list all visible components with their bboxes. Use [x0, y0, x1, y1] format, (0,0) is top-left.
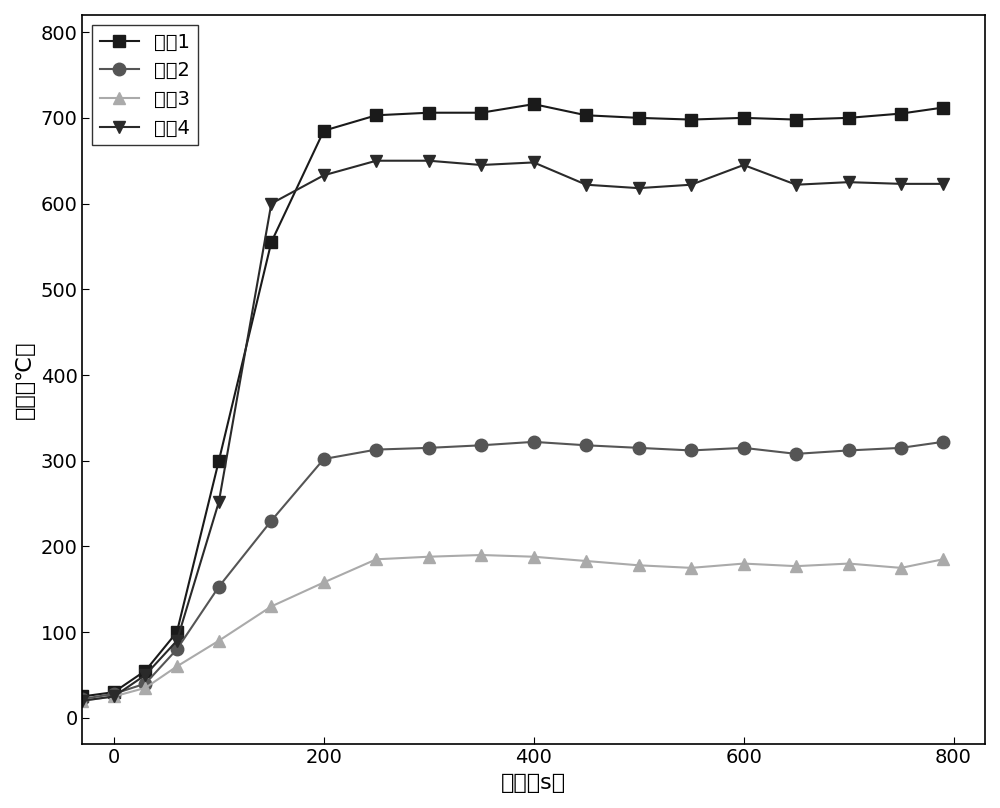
部位1	[265, 238, 277, 247]
部位1	[370, 111, 382, 120]
部位3	[423, 552, 435, 562]
部位4	[213, 497, 225, 507]
部位1	[633, 113, 645, 123]
部位3	[213, 636, 225, 646]
部位2	[895, 443, 907, 452]
部位2	[937, 437, 949, 447]
部位4	[475, 160, 487, 170]
部位3	[580, 556, 592, 566]
部位1	[213, 456, 225, 465]
部位3	[937, 554, 949, 564]
部位4	[108, 692, 120, 701]
部位3	[475, 550, 487, 560]
Line: 部位3: 部位3	[76, 549, 949, 707]
部位2	[370, 444, 382, 454]
部位4	[139, 670, 151, 680]
Y-axis label: 温度（℃）: 温度（℃）	[15, 340, 35, 419]
部位1	[171, 627, 183, 637]
部位4	[370, 156, 382, 166]
Line: 部位4: 部位4	[76, 154, 949, 707]
部位1	[790, 115, 802, 124]
X-axis label: 时间（s）: 时间（s）	[501, 773, 566, 793]
部位1	[423, 107, 435, 117]
部位3	[76, 696, 88, 705]
部位4	[937, 179, 949, 189]
部位2	[580, 440, 592, 450]
部位2	[171, 645, 183, 654]
部位4	[265, 199, 277, 208]
部位4	[790, 180, 802, 190]
部位2	[213, 582, 225, 591]
部位1	[528, 99, 540, 109]
部位4	[738, 160, 750, 170]
部位4	[685, 180, 697, 190]
部位3	[843, 559, 855, 569]
部位4	[843, 177, 855, 187]
部位3	[139, 683, 151, 692]
部位3	[108, 692, 120, 701]
部位3	[318, 578, 330, 587]
部位2	[139, 679, 151, 688]
部位3	[790, 562, 802, 571]
部位3	[265, 602, 277, 612]
部位2	[738, 443, 750, 452]
部位2	[685, 445, 697, 455]
部位3	[738, 559, 750, 569]
部位2	[265, 516, 277, 525]
部位2	[790, 449, 802, 459]
部位2	[318, 454, 330, 464]
部位4	[318, 170, 330, 180]
部位1	[76, 692, 88, 701]
部位3	[895, 563, 907, 573]
部位4	[528, 158, 540, 167]
部位2	[843, 445, 855, 455]
部位4	[895, 179, 907, 189]
部位1	[580, 111, 592, 120]
部位1	[685, 115, 697, 124]
部位1	[108, 688, 120, 697]
部位4	[580, 180, 592, 190]
部位3	[370, 554, 382, 564]
部位2	[76, 694, 88, 704]
Line: 部位2: 部位2	[76, 436, 949, 705]
部位4	[171, 636, 183, 646]
部位3	[633, 561, 645, 570]
部位1	[843, 113, 855, 123]
Line: 部位1: 部位1	[76, 98, 949, 703]
Legend: 部位1, 部位2, 部位3, 部位4: 部位1, 部位2, 部位3, 部位4	[92, 25, 198, 145]
部位4	[633, 183, 645, 193]
部位1	[895, 109, 907, 119]
部位1	[475, 107, 487, 117]
部位2	[423, 443, 435, 452]
部位2	[528, 437, 540, 447]
部位2	[475, 440, 487, 450]
部位1	[937, 103, 949, 112]
部位2	[108, 689, 120, 699]
部位1	[318, 126, 330, 136]
部位3	[685, 563, 697, 573]
部位4	[423, 156, 435, 166]
部位3	[528, 552, 540, 562]
部位3	[171, 662, 183, 671]
部位1	[139, 666, 151, 675]
部位2	[633, 443, 645, 452]
部位4	[76, 696, 88, 705]
部位1	[738, 113, 750, 123]
